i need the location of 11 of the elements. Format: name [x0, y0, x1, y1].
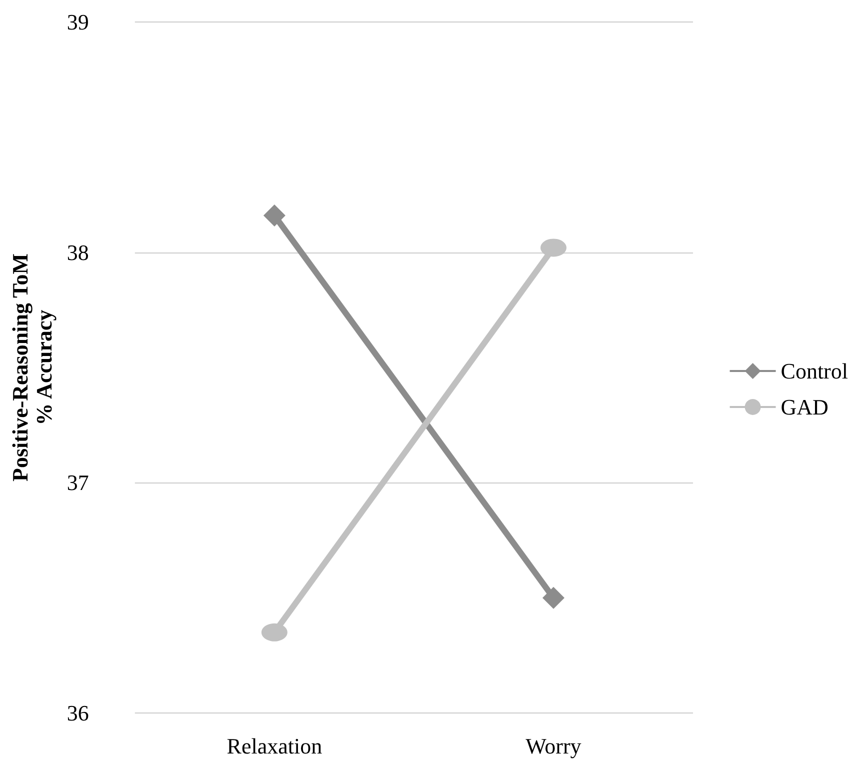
y-tick-label: 37: [66, 470, 89, 496]
y-tick-label: 39: [66, 10, 89, 34]
y-tick-label: 38: [66, 240, 89, 265]
y-tick-label: 36: [66, 700, 89, 726]
x-tick-label: Worry: [526, 734, 582, 758]
point: [263, 204, 286, 226]
legend-label: GAD: [780, 394, 828, 420]
y-axis-title: Positive-Reasoning ToM % Accuracy: [8, 253, 56, 482]
legend-label: Control: [780, 358, 848, 384]
point: [542, 586, 564, 609]
x-tick-label: Relaxation: [226, 734, 322, 758]
